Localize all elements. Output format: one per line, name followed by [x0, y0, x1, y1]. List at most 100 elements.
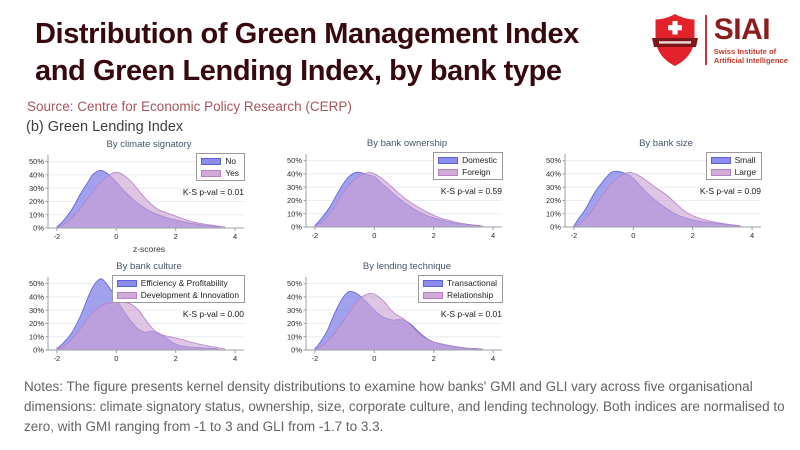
- svg-text:50%: 50%: [29, 279, 44, 288]
- legend-label: Relationship: [447, 290, 494, 300]
- chart-legend: Small Large: [705, 152, 762, 180]
- svg-text:30%: 30%: [29, 184, 44, 193]
- svg-text:0: 0: [372, 231, 376, 240]
- svg-text:4: 4: [491, 231, 495, 240]
- chart-title: By bank culture: [116, 261, 182, 272]
- svg-text:50%: 50%: [287, 156, 302, 165]
- chart-legend: No Yes: [196, 153, 245, 181]
- svg-text:40%: 40%: [29, 293, 44, 302]
- legend-label: No: [225, 156, 237, 166]
- density-plot: 0% 10% 20% 30% 40% 50% -2 0 2 4: [29, 155, 244, 241]
- svg-text:20%: 20%: [287, 319, 302, 328]
- chart-panel-climate-signatory: By climate signatory 0% 10% 20% 30% 40% 50% -2…: [20, 139, 250, 254]
- legend-swatch-blue: [438, 156, 459, 164]
- siai-shield-icon: [651, 14, 698, 66]
- svg-text:0%: 0%: [33, 224, 44, 233]
- page-title: Distribution of Green Management Index an…: [35, 16, 579, 89]
- svg-text:-2: -2: [312, 231, 319, 240]
- svg-text:2: 2: [174, 354, 178, 363]
- svg-text:4: 4: [233, 232, 237, 241]
- svg-text:30%: 30%: [287, 306, 302, 315]
- chart-legend: Domestic Foreign: [433, 152, 503, 180]
- legend-swatch-pink: [438, 168, 459, 176]
- density-plot: 0% 10% 20% 30% 40% 50% -2 0 2 4: [287, 154, 502, 240]
- svg-text:-2: -2: [312, 354, 319, 363]
- svg-text:30%: 30%: [546, 183, 561, 192]
- svg-text:0%: 0%: [33, 346, 44, 355]
- svg-text:0%: 0%: [550, 223, 561, 232]
- legend-swatch-pink: [116, 291, 137, 299]
- svg-text:2: 2: [432, 354, 436, 363]
- ks-pvalue: K-S p-val = 0.09: [699, 186, 761, 196]
- page-title-line2: and Green Lending Index, by bank type: [35, 54, 562, 87]
- legend-label: Domestic: [462, 155, 497, 165]
- svg-text:0%: 0%: [291, 223, 302, 232]
- svg-text:40%: 40%: [287, 293, 302, 302]
- legend-swatch-pink: [423, 291, 444, 299]
- svg-text:-2: -2: [54, 232, 61, 241]
- density-plot: 0% 10% 20% 30% 40% 50% -2 0 2 4: [546, 154, 761, 240]
- page-title-line1: Distribution of Green Management Index: [35, 18, 579, 50]
- svg-text:2: 2: [174, 232, 178, 241]
- legend-label: Small: [734, 155, 756, 165]
- chart-title: By climate signatory: [106, 139, 192, 150]
- chart-title: By bank ownership: [366, 138, 448, 149]
- legend-label: Transactional: [447, 278, 497, 288]
- ks-pvalue: K-S p-val = 0.01: [440, 309, 502, 319]
- legend-swatch-blue: [201, 157, 222, 165]
- svg-text:4: 4: [233, 354, 237, 363]
- svg-text:10%: 10%: [287, 332, 302, 341]
- legend-label: Large: [734, 167, 756, 177]
- figure-notes: Notes: The figure presents kernel densit…: [24, 379, 785, 434]
- svg-text:50%: 50%: [29, 157, 44, 166]
- legend-label: Efficiency & Profitability: [140, 278, 228, 288]
- svg-text:30%: 30%: [29, 306, 44, 315]
- logo-text: SIAI Swiss Institute of Artificial Intell…: [713, 12, 788, 65]
- chart-panel-lending-technique: By lending technique 0% 10% 20% 30% 40% 50% -2…: [278, 261, 508, 366]
- ks-pvalue: K-S p-val = 0.00: [182, 309, 244, 319]
- svg-text:40%: 40%: [29, 171, 44, 180]
- chart-panel-bank-ownership: By bank ownership 0% 10% 20% 30% 40% 50% -2 0 2 4…: [278, 138, 508, 243]
- svg-text:20%: 20%: [29, 197, 44, 206]
- siai-logo: SIAI Swiss Institute of Artificial Intell…: [651, 12, 788, 67]
- svg-text:10%: 10%: [29, 332, 44, 341]
- density-plot: 0% 10% 20% 30% 40% 50% -2 0 2 4: [29, 277, 244, 363]
- svg-text:2: 2: [691, 231, 695, 240]
- svg-text:50%: 50%: [287, 279, 302, 288]
- svg-text:4: 4: [491, 354, 495, 363]
- chart-title: By bank size: [639, 138, 693, 149]
- svg-text:30%: 30%: [287, 183, 302, 192]
- legend-swatch-pink: [201, 169, 222, 177]
- chart-title: By lending technique: [362, 261, 452, 272]
- svg-text:10%: 10%: [29, 210, 44, 219]
- legend-swatch-blue: [423, 279, 444, 287]
- logo-acronym: SIAI: [713, 12, 771, 46]
- chart-panel-bank-size: By bank size 0% 10% 20% 30% 40% 50% -2 0 2 4 Smal…: [537, 138, 767, 243]
- panel-label: (b) Green Lending Index: [26, 119, 184, 135]
- svg-text:20%: 20%: [546, 196, 561, 205]
- svg-text:40%: 40%: [546, 170, 561, 179]
- chart-legend: Efficiency & Profitability Development &…: [111, 275, 245, 303]
- svg-text:20%: 20%: [29, 319, 44, 328]
- logo-divider: [704, 15, 707, 65]
- legend-label: Yes: [225, 168, 239, 178]
- svg-text:0: 0: [372, 354, 376, 363]
- svg-text:0%: 0%: [291, 346, 302, 355]
- source-line: Source: Centre for Economic Policy Resea…: [27, 99, 352, 114]
- legend-label: Foreign: [462, 167, 491, 177]
- legend-swatch-blue: [116, 279, 137, 287]
- svg-text:-2: -2: [54, 354, 61, 363]
- svg-text:10%: 10%: [546, 209, 561, 218]
- ks-pvalue: K-S p-val = 0.59: [440, 186, 502, 196]
- svg-text:0: 0: [631, 231, 635, 240]
- svg-text:50%: 50%: [546, 156, 561, 165]
- svg-text:2: 2: [432, 231, 436, 240]
- svg-text:-2: -2: [571, 231, 578, 240]
- legend-swatch-pink: [710, 168, 731, 176]
- svg-text:4: 4: [750, 231, 754, 240]
- svg-text:0: 0: [114, 354, 118, 363]
- legend-label: Development & Innovation: [140, 290, 239, 300]
- svg-text:10%: 10%: [287, 209, 302, 218]
- chart-panel-bank-culture: By bank culture 0% 10% 20% 30% 40% 50% -2 0 2 4 E…: [20, 261, 250, 366]
